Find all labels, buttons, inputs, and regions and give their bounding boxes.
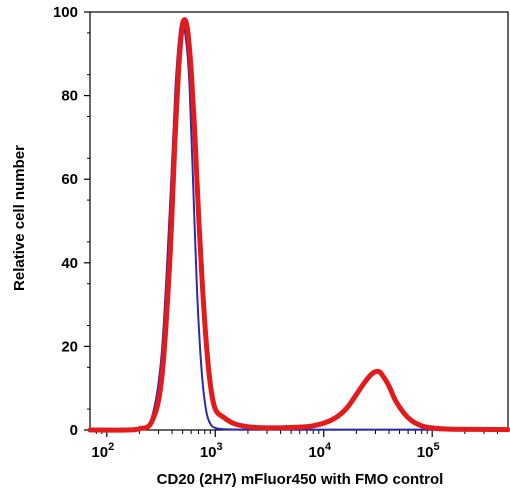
x-axis-title: CD20 (2H7) mFluor450 with FMO control	[157, 471, 444, 488]
series-line-red	[87, 17, 510, 433]
x-tick-label: 104	[308, 441, 332, 461]
y-tick-label: 20	[61, 338, 78, 355]
y-axis: 0 20 40 60 80 100	[53, 4, 90, 439]
series-line-blue	[89, 19, 509, 432]
y-tick-label: 60	[61, 171, 78, 188]
plot-frame	[89, 11, 509, 431]
y-tick-label: 80	[61, 88, 78, 105]
y-tick-label: 100	[53, 4, 78, 21]
x-tick-label: 103	[200, 441, 223, 461]
y-tick-label: 0	[70, 422, 78, 439]
y-tick-label: 40	[61, 255, 78, 272]
plot-border	[89, 11, 509, 431]
series-layer	[87, 17, 510, 433]
x-tick-label: 105	[417, 441, 440, 461]
x-tick-label: 102	[91, 441, 114, 461]
y-axis-title: Relative cell number	[11, 145, 28, 291]
x-axis: 102 103 104 105	[91, 430, 498, 461]
